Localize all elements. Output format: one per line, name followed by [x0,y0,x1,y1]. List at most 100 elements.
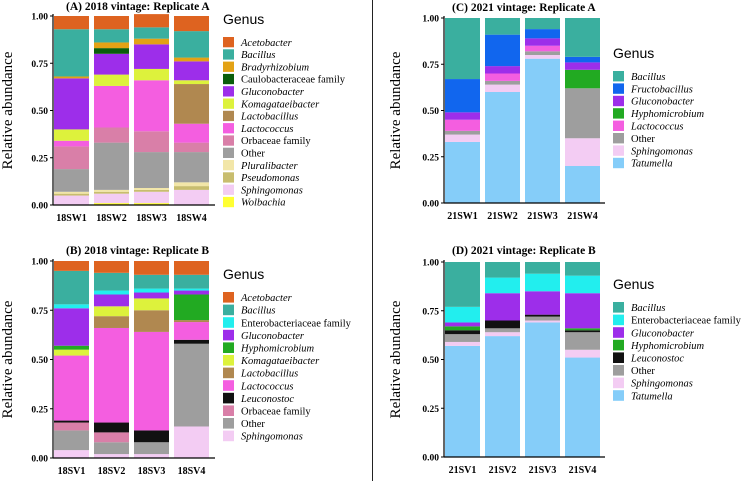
bar-segment-18SV4-acetobacter [174,261,209,275]
bar-segment-18SV3-leuconostoc [134,430,169,443]
bar-segment-21SV1-bacillus [445,262,480,307]
bar-segment-21SV3-bacillus [525,262,560,274]
y-tick-label: 0.50 [31,107,48,117]
legend-label: Gluconobacter [631,97,695,108]
legend-swatch [223,61,234,72]
bar-segment-21SW2-fructobacillus [485,34,520,67]
legend-label: Sphingomonas [631,146,693,157]
legend-label: Enterobacteriaceae family [241,318,352,329]
bar-segment-18SW2-pseudomonas [94,191,129,194]
bar-segment-21SW1-sphingomonas [445,134,480,142]
legend-swatch [613,314,624,326]
bar-segment-18SV2-lactobacillus [94,316,129,328]
bar-segment-18SW4-lactococcus [174,123,209,143]
legend-label: Sphingomonas [241,432,303,443]
bar-segment-21SW2-tatumella [485,92,520,203]
bar-segment-18SV4-enterobacteriaceae-family [174,288,209,291]
bar-segment-18SV2-komagataeibacter [94,306,129,317]
y-tick-label: 0.50 [31,356,48,366]
bar-segment-21SW2-gluconobacter [485,66,520,74]
bar-segment-21SW2-sphingomonas [485,84,520,92]
bar-segment-18SV3-enterobacteriaceae-family [134,288,169,293]
bar-segment-18SW3-pluralibacter [134,187,169,190]
y-tick-label: 1.00 [422,15,439,25]
legend-label: Lactobacillus [240,369,298,380]
bar-segment-18SW4-bradyrhizobium [174,57,209,62]
legend-swatch [613,352,624,363]
y-tick-label: 0.00 [31,455,48,465]
bar-segment-21SV2-enterobacteriaceae-family [485,277,520,294]
y-tick-label: 0.00 [422,454,439,464]
x-tick-label: 18SW3 [136,213,167,224]
x-tick-label: 18SW1 [56,213,87,224]
legend-swatch [613,95,624,107]
bar-segment-21SV4-gluconobacter [565,293,600,329]
legend-swatch [223,86,234,97]
legend-label: Gluconobacter [241,331,305,342]
bar-segment-18SW2-pluralibacter [94,189,129,192]
bar-segment-21SV1-other [445,334,480,342]
bar-segment-21SW3-lactococcus [525,45,560,52]
bar-segment-21SW3-bacillus [525,18,560,30]
bar-segment-18SW3-komagataeibacter [134,68,169,81]
bar-segment-18SW2-bacillus [94,29,129,43]
bar-segment-21SV3-sphingomonas [525,320,560,323]
legend-label: Komagataeibacter [240,356,320,367]
bar-segment-18SW3-other [134,152,169,188]
bar-segment-18SV3-gluconobacter [134,292,169,299]
legend-title: Genus [223,266,264,282]
bar-segment-18SV2-leuconostoc [94,422,129,433]
bar-segment-18SV2-gluconobacter [94,294,129,307]
legend-swatch [223,392,234,404]
bar-segment-18SV3-sphingomonas [134,454,169,458]
y-tick-label: 0.25 [422,405,439,415]
x-tick-label: 18SW4 [176,213,207,224]
legend-swatch [223,160,234,171]
legend-swatch [223,172,234,183]
legend-label: Orbaceae family [241,407,311,418]
bar-segment-18SW1-lactococcus [54,140,89,147]
legend-swatch [223,135,234,146]
bar-segment-18SW1-bacillus [54,29,89,77]
y-tick-label: 0.75 [422,307,439,317]
legend-label: Lactococcus [630,122,684,133]
legend-label: Sphingomonas [631,379,693,390]
legend-swatch [613,339,624,351]
bar-segment-18SV1-sphingomonas [54,450,89,458]
bar-segment-18SW4-bacillus [174,31,209,58]
y-tick-label: 1.00 [31,258,48,268]
bar-segment-21SW3-tatumella [525,58,560,204]
bar-segment-18SV4-lactococcus [174,322,209,340]
legend-swatch [613,327,624,338]
legend-label: Enterobacteriaceae family [631,316,742,327]
bar-segment-21SW4-tatumella [565,166,600,203]
bar-segment-18SW2-bradyrhizobium [94,42,129,49]
bar-segment-18SW3-wolbachia [134,203,169,205]
bar-segment-18SV3-acetobacter [134,261,169,275]
bar-segment-18SV1-komagataeibacter [54,349,89,356]
legend-swatch [613,365,624,376]
bar-segment-21SV4-sphingomonas [565,349,600,358]
bar-segment-18SW2-other [94,142,129,190]
bar-segment-18SW4-pseudomonas [174,186,209,190]
legend-swatch [613,108,624,119]
bar-segment-18SW1-other [54,169,89,192]
legend-swatch [223,329,234,341]
bar-segment-18SW2-acetobacter [94,16,129,30]
bar-segment-18SV3-other [134,442,169,455]
bar-segment-21SW3-fructobacillus [525,29,560,39]
legend-title: Genus [223,11,264,27]
bar-segment-21SW2-bacillus [485,18,520,35]
bar-segment-21SV1-enterobacteriaceae-family [445,306,480,323]
bar-segment-21SW4-gluconobacter [565,62,600,70]
legend-label: Hyphomicrobium [630,341,705,352]
legend-swatch [223,123,234,134]
bar-segment-18SW2-gluconobacter [94,53,129,75]
bar-segment-18SV3-lactobacillus [134,310,169,332]
y-tick-label: 0.75 [31,307,48,317]
legend-label: Fructobacillus [630,84,693,95]
bar-segment-18SV4-sphingomonas [174,426,209,458]
bar-segment-18SW3-lactococcus [134,80,169,132]
bar-segment-21SW1-fructobacillus [445,79,480,113]
